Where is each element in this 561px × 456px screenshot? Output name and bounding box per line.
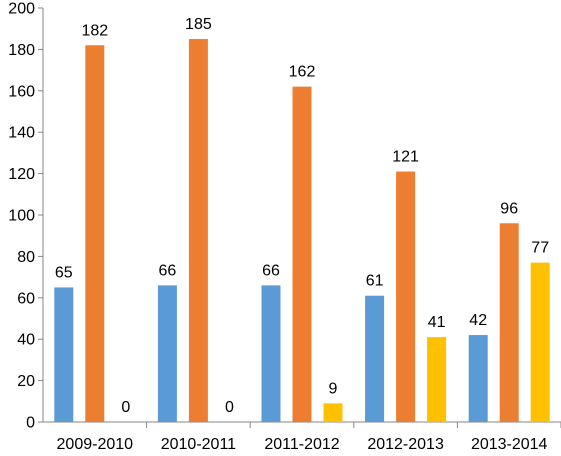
- y-tick-label: 200: [8, 1, 35, 18]
- y-tick-label: 20: [17, 373, 35, 390]
- data-label: 0: [225, 399, 234, 416]
- x-tick-label: 2010-2011: [161, 436, 236, 453]
- data-label: 9: [329, 380, 338, 397]
- y-tick-label: 60: [17, 290, 35, 307]
- bar: [85, 45, 105, 422]
- data-label: 41: [428, 314, 446, 331]
- x-tick-label: 2012-2013: [367, 436, 444, 453]
- bar: [499, 223, 519, 422]
- data-label: 162: [289, 64, 316, 81]
- data-label: 182: [81, 22, 108, 39]
- y-tick-label: 140: [8, 125, 35, 142]
- data-label: 42: [469, 312, 487, 329]
- bar: [292, 86, 312, 422]
- x-tick-label: 2011-2012: [264, 436, 339, 453]
- bar: [157, 285, 177, 422]
- data-label: 96: [500, 200, 518, 217]
- y-tick-label: 120: [8, 166, 35, 183]
- bar: [54, 287, 74, 422]
- bars: [54, 39, 550, 423]
- bar: [365, 295, 385, 422]
- bar: [261, 285, 281, 422]
- bar: [396, 171, 416, 422]
- data-label: 77: [531, 240, 549, 257]
- x-tick-label: 2013-2014: [471, 436, 548, 453]
- y-tick-label: 40: [17, 332, 35, 349]
- bar: [427, 337, 447, 422]
- data-label: 0: [121, 399, 130, 416]
- data-label: 66: [262, 262, 280, 279]
- data-label: 185: [185, 16, 212, 33]
- y-tick-label: 100: [8, 208, 35, 225]
- x-tick-label: 2009-2010: [57, 436, 134, 453]
- labels: 0 20 40 60 80 100 120 140 160 180 200 2009-2010 65 18…: [8, 1, 549, 454]
- data-label: 66: [159, 262, 177, 279]
- data-label: 61: [366, 273, 384, 290]
- bar: [323, 403, 343, 422]
- y-tick-label: 180: [8, 42, 35, 59]
- bar: [188, 39, 208, 423]
- y-tick-label: 80: [17, 249, 35, 266]
- data-label: 121: [392, 149, 419, 166]
- bar: [530, 262, 550, 422]
- data-label: 65: [55, 264, 73, 281]
- y-tick-label: 0: [26, 415, 35, 432]
- bar: [468, 335, 488, 422]
- y-tick-label: 160: [8, 83, 35, 100]
